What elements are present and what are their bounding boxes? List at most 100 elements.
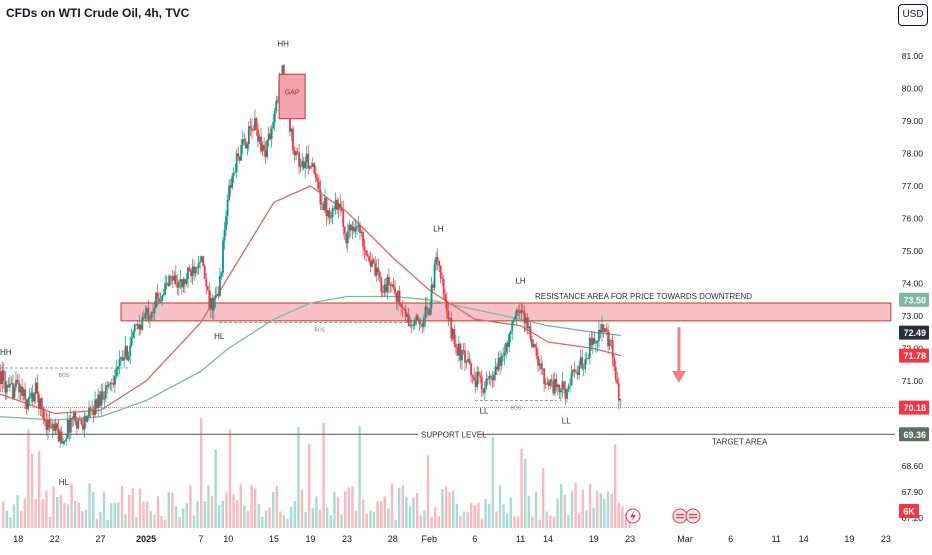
lightning-glyph [630, 511, 636, 521]
candle-body [302, 161, 305, 169]
candle-body [616, 379, 619, 384]
candle-body [354, 228, 357, 232]
volume-bar [16, 495, 19, 528]
candle-body [377, 267, 380, 273]
time-axis[interactable]: 18 22 27 2025 7 10 15 19 23 28 Feb 6 11 14 19 23 Mar 6 11 1… [13, 534, 891, 544]
price-tick-label: 80.00 [902, 84, 924, 94]
candle-body [500, 356, 503, 366]
candle-body [222, 240, 224, 273]
candle-body [387, 276, 390, 285]
candle-body [476, 371, 479, 387]
event-icons[interactable] [625, 508, 701, 524]
candle-body [368, 256, 371, 262]
volume-bar [110, 503, 113, 528]
volume-bar [520, 448, 523, 528]
candle-body [570, 371, 573, 386]
swing-label-hh: HH [277, 39, 289, 48]
volume-bar [322, 422, 325, 528]
candle-body [380, 277, 383, 292]
candle-body [588, 337, 591, 359]
volume-bar [171, 492, 174, 528]
volume-bar [315, 496, 318, 528]
volume-badge-label: 6K [903, 507, 915, 517]
candle-body [528, 326, 530, 329]
candle-body [80, 419, 83, 425]
volume-bar [160, 515, 163, 528]
price-tick-label: 68.60 [902, 461, 924, 471]
resistance-zone[interactable] [120, 302, 892, 322]
candle-body [395, 292, 398, 302]
gap-label: GAP [285, 89, 300, 96]
candle-body [404, 308, 407, 318]
volume-bar [347, 487, 350, 528]
candle-body [605, 328, 608, 331]
candle-body [345, 233, 348, 244]
candle-body [13, 387, 16, 399]
volume-bar [153, 514, 156, 528]
candle-body [184, 279, 186, 284]
candle-body [531, 339, 533, 347]
candle-body [92, 410, 95, 416]
candle-body [127, 355, 130, 361]
candle-body [305, 153, 308, 162]
candle-body [573, 369, 576, 373]
volume-bar [106, 519, 109, 528]
candle-body [39, 398, 42, 409]
candle-body [454, 343, 457, 348]
time-tick-label: 23 [625, 534, 635, 544]
volume-bar [239, 483, 242, 528]
candle-body [553, 379, 556, 394]
volume-bar [48, 516, 52, 528]
volume-bar [596, 491, 599, 528]
volume-bar [138, 488, 142, 528]
candle-body [220, 272, 223, 276]
volume-bar [149, 511, 152, 528]
volume-bar [279, 511, 282, 528]
candle-body [246, 144, 249, 149]
price-badge [899, 400, 929, 415]
candle-body [413, 321, 416, 326]
candle-body [468, 358, 471, 364]
candle-body [362, 231, 364, 247]
time-tick-label: 28 [388, 534, 398, 544]
price-axis[interactable]: 81.00 80.00 79.00 78.00 77.00 76.00 75.00 74.00… [895, 0, 932, 550]
volume-bar [473, 504, 476, 528]
us-flag-icon[interactable] [672, 508, 688, 524]
candle-body [503, 352, 506, 356]
volume-bar [210, 495, 214, 528]
candle-body [226, 199, 229, 216]
candle-body [114, 375, 116, 385]
candle-body [386, 276, 389, 293]
candle-body [595, 342, 597, 344]
candle-body [343, 226, 346, 234]
candle-body [313, 163, 316, 174]
candle-body [103, 398, 106, 400]
candle-body [241, 139, 244, 146]
candle-body [480, 376, 483, 390]
volume-bar [534, 491, 538, 528]
volume-bar [257, 504, 260, 528]
us-flag-icon[interactable] [685, 508, 701, 524]
swing-label-hl: HL [59, 478, 70, 487]
volume-bar [135, 516, 138, 528]
volume-bar [491, 436, 494, 528]
volume-bar [542, 468, 545, 528]
volume-bar [408, 505, 412, 528]
candle-body [317, 181, 320, 190]
bos-label: BOS [314, 328, 325, 334]
gap-box[interactable] [278, 73, 306, 120]
volume-bar [23, 498, 26, 528]
candle-body [441, 278, 444, 280]
candle-body [162, 294, 165, 296]
currency-button[interactable]: USD [898, 4, 928, 26]
candle-body [340, 207, 343, 211]
volume-bar [41, 499, 44, 528]
candle-body [298, 152, 300, 167]
volume-bar [56, 497, 59, 528]
volume-bar [419, 515, 422, 528]
candle-body [273, 110, 276, 123]
candle-body [47, 420, 49, 430]
